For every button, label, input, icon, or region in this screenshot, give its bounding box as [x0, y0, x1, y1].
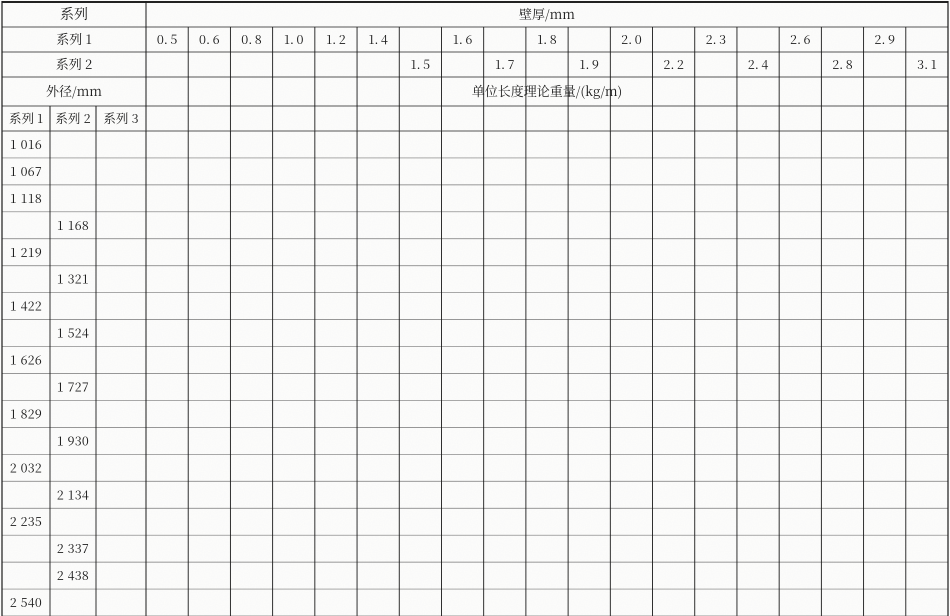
- svg-text:1 067: 1 067: [10, 162, 42, 180]
- svg-text:1. 8: 1. 8: [537, 30, 556, 48]
- svg-text:系列: 系列: [60, 4, 88, 24]
- svg-text:1 016: 1 016: [10, 135, 42, 153]
- svg-text:系列 3: 系列 3: [103, 109, 138, 127]
- svg-text:1 930: 1 930: [57, 431, 89, 449]
- svg-text:0. 5: 0. 5: [157, 30, 178, 48]
- svg-text:1. 5: 1. 5: [411, 55, 430, 73]
- svg-text:2 134: 2 134: [57, 485, 89, 503]
- svg-text:1. 9: 1. 9: [579, 55, 599, 73]
- svg-text:1 524: 1 524: [57, 324, 89, 342]
- svg-text:1 727: 1 727: [57, 377, 89, 395]
- svg-text:1 118: 1 118: [10, 189, 42, 207]
- svg-text:2 235: 2 235: [10, 512, 42, 530]
- svg-text:1. 7: 1. 7: [495, 55, 514, 73]
- svg-text:系列 2: 系列 2: [55, 109, 90, 127]
- svg-text:2 032: 2 032: [10, 458, 42, 476]
- svg-text:0. 6: 0. 6: [199, 30, 220, 48]
- svg-text:外径/mm: 外径/mm: [46, 81, 102, 100]
- svg-text:2. 6: 2. 6: [790, 30, 811, 48]
- svg-text:2 438: 2 438: [57, 566, 89, 584]
- svg-text:单位长度理论重量/(kg/m): 单位长度理论重量/(kg/m): [472, 81, 622, 100]
- svg-text:2 337: 2 337: [57, 539, 89, 557]
- svg-text:1 168: 1 168: [57, 216, 89, 234]
- svg-text:3. 1: 3. 1: [917, 55, 937, 73]
- svg-text:2 540: 2 540: [10, 593, 42, 611]
- svg-text:1 422: 1 422: [10, 297, 42, 315]
- svg-text:1. 4: 1. 4: [368, 30, 387, 48]
- svg-text:2. 0: 2. 0: [621, 30, 642, 48]
- svg-text:2. 9: 2. 9: [874, 30, 895, 48]
- svg-text:2. 4: 2. 4: [748, 55, 769, 73]
- svg-text:1. 6: 1. 6: [453, 30, 472, 48]
- svg-text:2. 8: 2. 8: [832, 55, 853, 73]
- svg-text:系列 2: 系列 2: [56, 54, 93, 73]
- svg-text:0. 8: 0. 8: [241, 30, 262, 48]
- svg-text:系列 1: 系列 1: [9, 109, 43, 127]
- svg-text:1 626: 1 626: [10, 351, 42, 369]
- svg-text:1 829: 1 829: [10, 404, 42, 422]
- svg-text:壁厚/mm: 壁厚/mm: [519, 4, 575, 23]
- svg-text:1 321: 1 321: [57, 270, 89, 288]
- svg-text:2. 3: 2. 3: [706, 30, 727, 48]
- svg-text:1. 2: 1. 2: [326, 30, 345, 48]
- svg-text:1 219: 1 219: [10, 243, 42, 261]
- svg-text:系列 1: 系列 1: [56, 29, 91, 48]
- svg-text:1. 0: 1. 0: [284, 30, 303, 48]
- svg-text:2. 2: 2. 2: [663, 55, 684, 73]
